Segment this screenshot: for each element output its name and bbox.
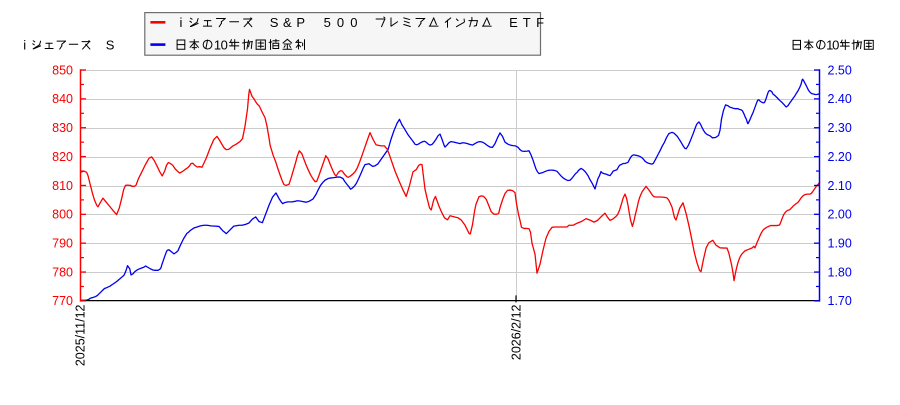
svg-text:F: F xyxy=(536,15,544,30)
svg-text:i: i xyxy=(23,37,26,52)
svg-text:2.30: 2.30 xyxy=(828,121,852,135)
svg-text:2.20: 2.20 xyxy=(828,150,852,164)
svg-text:800: 800 xyxy=(52,208,73,222)
svg-text:1.90: 1.90 xyxy=(828,236,852,250)
svg-text:5: 5 xyxy=(324,15,331,30)
svg-text:1.80: 1.80 xyxy=(828,265,852,279)
svg-text:2025/11/12: 2025/11/12 xyxy=(73,304,87,366)
svg-text:E: E xyxy=(509,15,518,30)
svg-text:0: 0 xyxy=(337,15,344,30)
svg-text:2026/2/12: 2026/2/12 xyxy=(510,304,524,360)
svg-text:i: i xyxy=(180,15,183,30)
svg-text:820: 820 xyxy=(52,150,73,164)
svg-text:830: 830 xyxy=(52,121,73,135)
svg-text:780: 780 xyxy=(52,265,73,279)
svg-text:T: T xyxy=(523,15,531,30)
svg-text:840: 840 xyxy=(52,92,73,106)
svg-text:0: 0 xyxy=(221,37,228,52)
svg-text:2.40: 2.40 xyxy=(828,92,852,106)
svg-text:S: S xyxy=(270,15,279,30)
svg-text:0: 0 xyxy=(350,15,357,30)
svg-text:2.50: 2.50 xyxy=(828,63,852,77)
svg-text:P: P xyxy=(296,15,305,30)
svg-text:810: 810 xyxy=(52,179,73,193)
svg-text:2.00: 2.00 xyxy=(828,208,852,222)
svg-text:850: 850 xyxy=(52,63,73,77)
svg-text:&: & xyxy=(283,15,292,30)
svg-text:1.70: 1.70 xyxy=(828,294,852,308)
svg-text:790: 790 xyxy=(52,236,73,250)
svg-text:770: 770 xyxy=(52,294,73,308)
svg-text:0: 0 xyxy=(832,37,839,52)
svg-text:S: S xyxy=(106,37,115,52)
svg-text:2.10: 2.10 xyxy=(828,179,852,193)
